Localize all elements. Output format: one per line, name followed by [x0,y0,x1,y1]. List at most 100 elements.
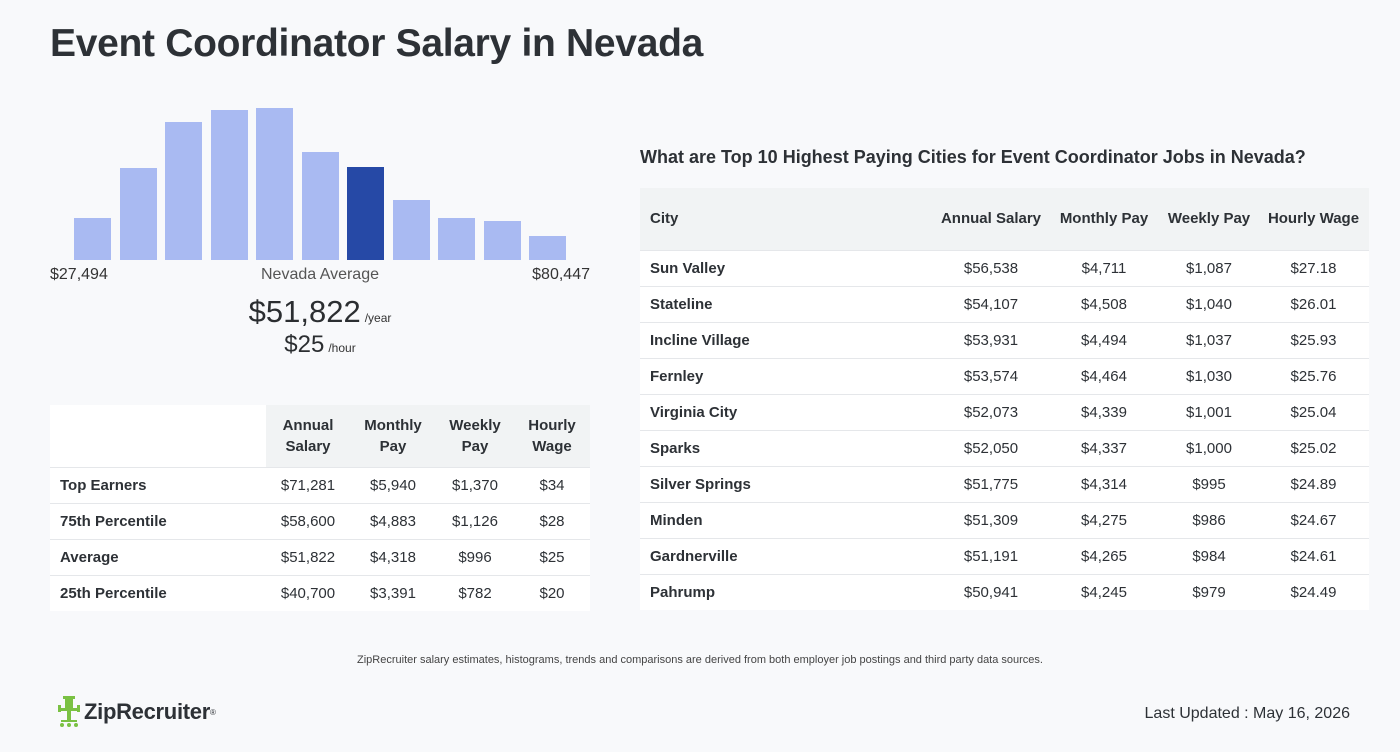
table-cell: $20 [514,574,590,611]
table-cell: $25.02 [1258,429,1369,466]
histogram-bar [119,168,157,260]
city-name: Minden [640,501,934,538]
table-cell: $4,494 [1048,321,1160,358]
table-cell: $986 [1160,501,1258,538]
table-row: Virginia City $52,073 $4,339 $1,001 $25.04 [640,393,1369,430]
row-label: 25th Percentile [50,574,266,611]
table-cell: $1,001 [1160,393,1258,430]
table-cell: $51,191 [934,537,1048,574]
table-cell: $1,000 [1160,429,1258,466]
city-name: Sun Valley [640,249,934,286]
table-row: Minden $51,309 $4,275 $986 $24.67 [640,501,1369,538]
table-row: 75th Percentile $58,600 $4,883 $1,126 $28 [50,502,590,539]
table-header: Weekly Pay [436,405,514,467]
page-title: Event Coordinator Salary in Nevada [50,22,703,65]
table-cell: $40,700 [266,574,350,611]
annual-salary-unit: /year [364,311,392,325]
table-header-row: City Annual Salary Monthly Pay Weekly Pa… [640,188,1369,250]
last-updated-label: Last Updated : May 16, 2026 [1144,705,1350,722]
histogram-bar [210,110,248,260]
table-cell: $4,339 [1048,393,1160,430]
row-label: 75th Percentile [50,502,266,539]
table-header: Annual Salary [266,405,350,467]
hourly-wage-value: $25 [284,331,325,358]
table-header: Weekly Pay [1160,188,1258,250]
table-row: Pahrump $50,941 $4,245 $979 $24.49 [640,573,1369,610]
table-cell: $51,309 [934,501,1048,538]
histogram-min-label: $27,494 [50,266,108,283]
table-cell: $54,107 [934,285,1048,322]
table-row: Top Earners $71,281 $5,940 $1,370 $34 [50,466,590,503]
table-cell: $996 [436,538,514,575]
table-cell: $1,040 [1160,285,1258,322]
table-cell: $4,265 [1048,537,1160,574]
table-cell: $1,037 [1160,321,1258,358]
registered-mark: ® [209,707,216,717]
table-cell: $4,337 [1048,429,1160,466]
ziprecruiter-logo[interactable]: ZipRecruiter ® [58,696,216,728]
city-name: Sparks [640,429,934,466]
table-cell: $984 [1160,537,1258,574]
table-header-blank [50,405,266,467]
histogram-bar [483,221,521,260]
city-name: Gardnerville [640,537,934,574]
table-row: Incline Village $53,931 $4,494 $1,037 $25.93 [640,321,1369,358]
table-cell: $24.61 [1258,537,1369,574]
table-cell: $25.93 [1258,321,1369,358]
table-cell: $56,538 [934,249,1048,286]
city-name: Fernley [640,357,934,394]
table-cell: $1,370 [436,466,514,503]
table-header: Annual Salary [934,188,1048,250]
salary-histogram [50,100,590,260]
top-cities-table: City Annual Salary Monthly Pay Weekly Pa… [640,188,1369,610]
table-cell: $25 [514,538,590,575]
table-row: Gardnerville $51,191 $4,265 $984 $24.61 [640,537,1369,574]
table-cell: $27.18 [1258,249,1369,286]
table-cell: $5,940 [350,466,436,503]
table-header: Hourly Wage [514,405,590,467]
table-cell: $34 [514,466,590,503]
table-cell: $53,574 [934,357,1048,394]
chair-icon [58,696,80,727]
table-cell: $28 [514,502,590,539]
table-cell: $52,050 [934,429,1048,466]
table-cell: $71,281 [266,466,350,503]
top-cities-heading: What are Top 10 Highest Paying Cities fo… [640,147,1306,167]
histogram-bar [301,152,339,260]
table-header-row: Annual Salary Monthly Pay Weekly Pay Hou… [50,405,590,467]
city-name: Silver Springs [640,465,934,502]
table-row: Sun Valley $56,538 $4,711 $1,087 $27.18 [640,249,1369,286]
histogram-average-label: Nevada Average [260,266,379,283]
histogram-bar [74,218,111,260]
table-cell: $4,464 [1048,357,1160,394]
average-hourly-wage: $25/hour [50,331,590,359]
table-cell: $4,318 [350,538,436,575]
city-name: Virginia City [640,393,934,430]
histogram-bar-average [347,167,384,260]
percentile-salary-table: Annual Salary Monthly Pay Weekly Pay Hou… [50,405,590,611]
average-annual-salary: $51,822/year [50,294,590,330]
histogram-bar [165,122,202,260]
table-row: Stateline $54,107 $4,508 $1,040 $26.01 [640,285,1369,322]
table-cell: $1,030 [1160,357,1258,394]
histogram-bar [438,218,475,260]
row-label: Average [50,538,266,575]
table-cell: $4,275 [1048,501,1160,538]
table-row: Fernley $53,574 $4,464 $1,030 $25.76 [640,357,1369,394]
histogram-max-label: $80,447 [532,266,590,283]
table-row: 25th Percentile $40,700 $3,391 $782 $20 [50,574,590,611]
histogram-bar [392,200,430,260]
table-cell: $1,087 [1160,249,1258,286]
table-cell: $26.01 [1258,285,1369,322]
table-cell: $1,126 [436,502,514,539]
table-cell: $4,245 [1048,573,1160,610]
table-cell: $51,775 [934,465,1048,502]
table-row: Sparks $52,050 $4,337 $1,000 $25.02 [640,429,1369,466]
table-cell: $50,941 [934,573,1048,610]
city-name: Stateline [640,285,934,322]
table-header: Monthly Pay [1048,188,1160,250]
table-header: City [640,188,934,250]
data-source-footnote: ZipRecruiter salary estimates, histogram… [357,654,1043,666]
logo-wordmark: ZipRecruiter [84,699,210,724]
histogram-bar [256,108,293,260]
